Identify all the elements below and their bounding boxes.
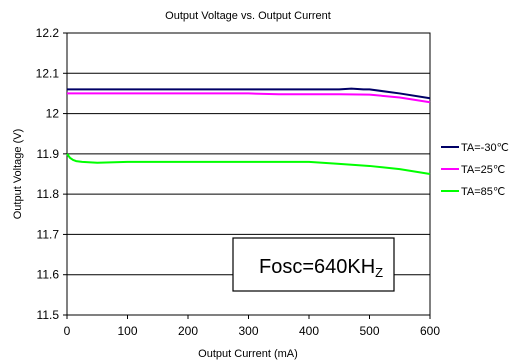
- legend-label-1: TA=25℃: [461, 164, 505, 176]
- legend-label-2: TA=85℃: [461, 186, 505, 198]
- x-tick-label-3: 300: [238, 324, 258, 338]
- annotation-frame: [232, 237, 395, 292]
- series-lines: [66, 87, 431, 175]
- y-tick-label-5: 12: [46, 107, 60, 121]
- x-tick-labels: 0 100 200 300 400 500 600: [64, 315, 440, 338]
- annotation-subscript: Z: [375, 265, 383, 280]
- y-tick-label-1: 11.6: [37, 268, 60, 282]
- y-tick-label-0: 11.5: [37, 308, 60, 322]
- chart-title: Output Voltage vs. Output Current: [165, 10, 331, 22]
- series-line-2: [66, 153, 431, 175]
- x-tick-label-1: 100: [117, 324, 137, 338]
- series-line-0: [67, 87, 431, 100]
- annotation-box: Fosc=640KHZ: [232, 237, 395, 292]
- y-tick-label-7: 12.2: [36, 26, 60, 40]
- annotation-text: Fosc=640KHZ: [259, 256, 383, 280]
- annotation-main: Fosc=640KH: [259, 256, 375, 278]
- y-tick-label-6: 12.1: [36, 66, 60, 80]
- x-tick-label-2: 200: [178, 324, 198, 338]
- legend: TA=-30℃ TA=25℃ TA=85℃: [441, 142, 509, 198]
- x-axis-label: Output Current (mA): [198, 348, 298, 360]
- x-tick-label-5: 500: [359, 324, 379, 338]
- series-line-1: [67, 92, 431, 104]
- y-tick-label-3: 11.8: [37, 187, 60, 201]
- x-tick-label-6: 600: [420, 324, 440, 338]
- y-axis-label: Output Voltage (V): [12, 129, 24, 220]
- legend-label-0: TA=-30℃: [461, 142, 509, 154]
- x-tick-label-4: 400: [299, 324, 319, 338]
- y-tick-label-4: 11.9: [37, 147, 60, 161]
- y-tick-labels: 11.5 11.6 11.7 11.8 11.9 12 12.1 12.2: [36, 26, 67, 322]
- y-tick-label-2: 11.7: [37, 227, 60, 241]
- x-tick-label-0: 0: [64, 324, 71, 338]
